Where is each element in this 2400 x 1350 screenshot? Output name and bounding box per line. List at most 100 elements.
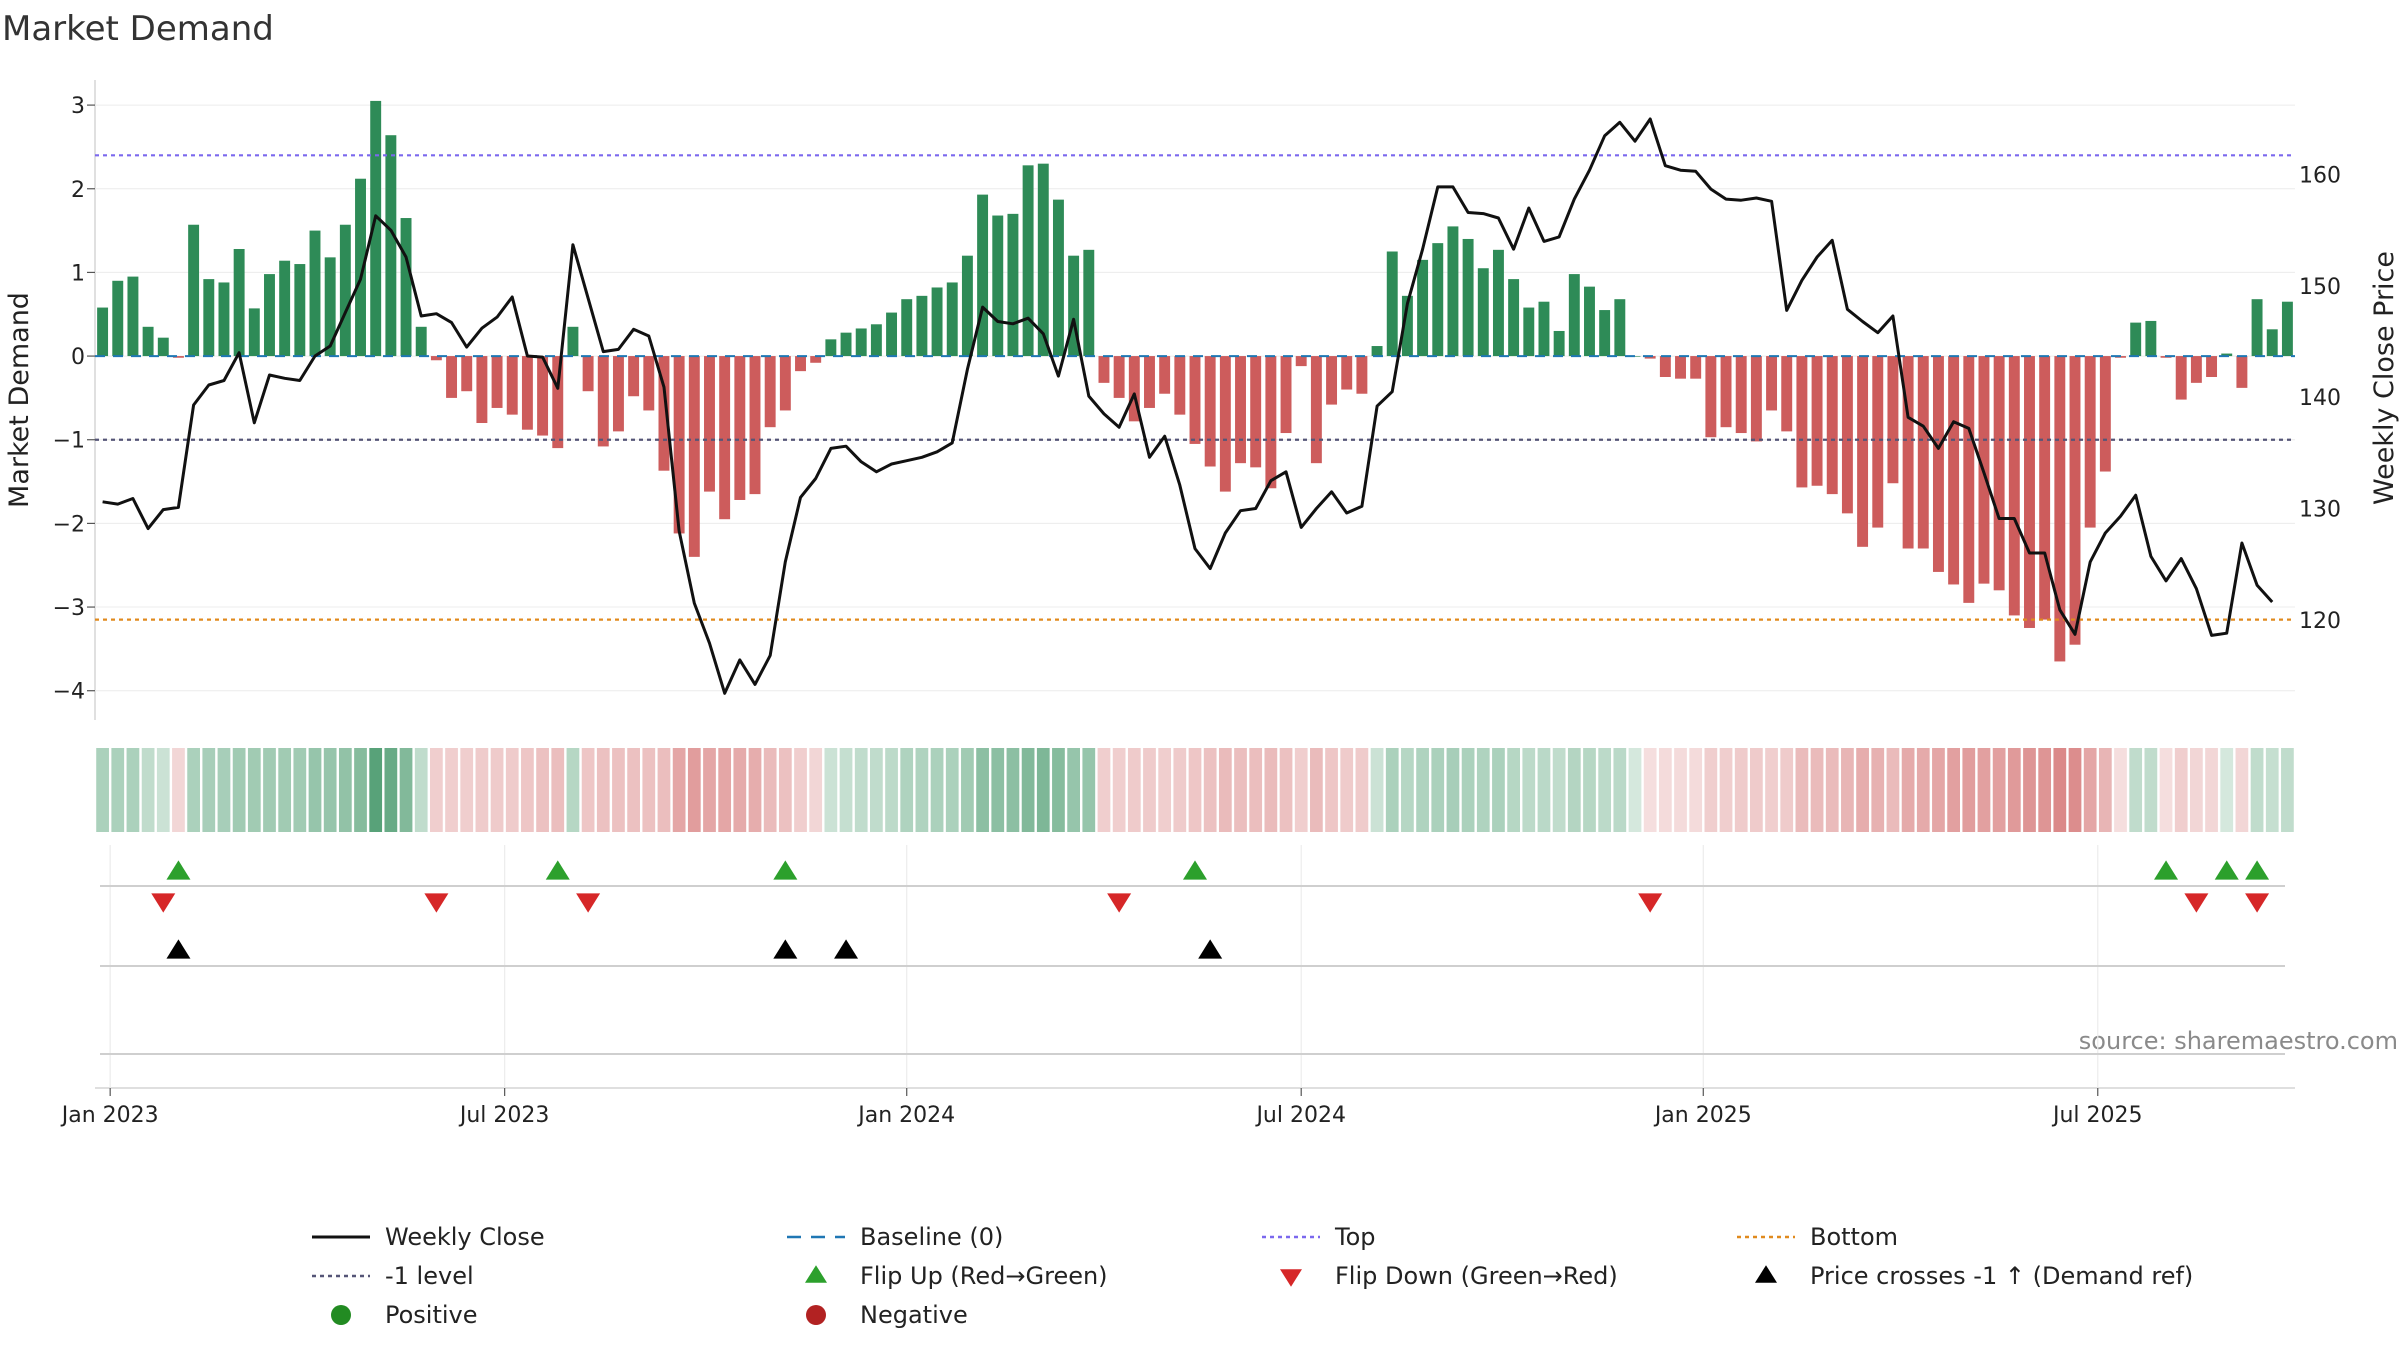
y-tick-label: 3 bbox=[71, 94, 85, 119]
demand-bar bbox=[1022, 165, 1034, 357]
x-tick-label: Jan 2024 bbox=[856, 1103, 955, 1128]
demand-heat-cell bbox=[1583, 748, 1596, 832]
demand-bar bbox=[612, 356, 624, 432]
demand-bar bbox=[2190, 356, 2202, 383]
flip-down-marker bbox=[2245, 893, 2270, 913]
demand-heat-cell bbox=[1674, 748, 1687, 832]
demand-bar bbox=[339, 224, 351, 357]
demand-bar bbox=[2084, 356, 2096, 528]
demand-heat-cell bbox=[839, 748, 853, 832]
demand-heat-cell bbox=[1325, 748, 1338, 832]
demand-bar bbox=[157, 337, 169, 357]
demand-heat-cell bbox=[1977, 748, 1991, 832]
demand-heat-cell bbox=[1112, 748, 1126, 832]
demand-heat-cell bbox=[627, 748, 640, 832]
demand-heat-cell bbox=[1279, 748, 1293, 832]
demand-heat-cell bbox=[1567, 748, 1581, 832]
demand-bar bbox=[233, 248, 245, 357]
demand-heat-cell bbox=[2205, 748, 2218, 832]
x-tick-label: Jul 2025 bbox=[2051, 1103, 2143, 1128]
demand-bar bbox=[946, 282, 958, 357]
demand-bar bbox=[673, 356, 685, 534]
source-note: source: sharemaestro.com bbox=[2079, 1027, 2398, 1055]
demand-bar bbox=[1037, 163, 1049, 357]
demand-heat-cell bbox=[1021, 748, 1035, 832]
demand-heat-cell bbox=[263, 748, 276, 832]
demand-bar bbox=[1644, 356, 1656, 359]
flip-up-marker bbox=[2245, 860, 2270, 880]
demand-bar bbox=[1872, 356, 1884, 528]
demand-bar bbox=[1659, 356, 1671, 377]
demand-bar bbox=[1068, 255, 1080, 357]
demand-heat-cell bbox=[1052, 748, 1065, 832]
demand-heat-cell bbox=[1340, 748, 1354, 832]
demand-bar bbox=[1462, 238, 1474, 357]
demand-heat-cell bbox=[172, 748, 185, 832]
demand-heat-cell bbox=[1765, 748, 1778, 832]
demand-bar bbox=[886, 312, 898, 357]
weekly-close-line bbox=[102, 117, 2274, 695]
y-tick-label: 0 bbox=[71, 345, 85, 370]
demand-bar bbox=[1174, 356, 1186, 415]
demand-heat-cell bbox=[111, 748, 125, 832]
demand-bar bbox=[2251, 299, 2263, 357]
demand-bar bbox=[2221, 353, 2233, 357]
demand-heat-cell bbox=[1082, 748, 1096, 832]
demand-heat-cell bbox=[96, 748, 109, 832]
demand-bar bbox=[1523, 307, 1535, 357]
flip-up-marker bbox=[2154, 860, 2179, 880]
demand-bar bbox=[491, 356, 503, 408]
demand-heat-cell bbox=[384, 748, 398, 832]
demand-heat-cell bbox=[2281, 748, 2294, 832]
demand-heat-cell bbox=[945, 748, 959, 832]
demand-heat-cell bbox=[536, 748, 549, 832]
demand-heat-cell bbox=[414, 748, 428, 832]
demand-heat-cell bbox=[1795, 748, 1809, 832]
demand-heat-cell bbox=[991, 748, 1005, 832]
demand-bar bbox=[1310, 356, 1322, 464]
flip-down-marker bbox=[576, 893, 601, 913]
demand-bar bbox=[1796, 356, 1808, 488]
demand-bar bbox=[1341, 356, 1353, 390]
demand-heat-cell bbox=[2190, 748, 2203, 832]
demand-heat-cell bbox=[733, 748, 747, 832]
y2-tick-label: 160 bbox=[2299, 164, 2341, 189]
demand-heat-cell bbox=[1704, 748, 1718, 832]
demand-heat-cell bbox=[293, 748, 307, 832]
demand-bar bbox=[1841, 356, 1853, 514]
demand-heat-cell bbox=[748, 748, 762, 832]
demand-bar bbox=[734, 356, 746, 500]
demand-heat-cell bbox=[2053, 748, 2067, 832]
demand-bar bbox=[1128, 356, 1140, 422]
demand-heat-cell bbox=[1294, 748, 1308, 832]
demand-heat-cell bbox=[475, 748, 489, 832]
demand-bar bbox=[1159, 356, 1171, 394]
demand-bar bbox=[385, 135, 397, 357]
y2-tick-label: 150 bbox=[2299, 275, 2341, 300]
y-tick-label: −4 bbox=[53, 680, 85, 705]
demand-heat-cell bbox=[1598, 748, 1612, 832]
demand-heat-cell bbox=[1810, 748, 1824, 832]
chart-title: Market Demand bbox=[2, 9, 274, 49]
y-tick-label: 1 bbox=[71, 261, 85, 286]
demand-bar bbox=[203, 279, 215, 357]
demand-heat-cell bbox=[323, 748, 337, 832]
demand-heat-cell bbox=[885, 748, 898, 832]
legend-label: Positive bbox=[385, 1301, 478, 1329]
demand-heat-cell bbox=[1613, 748, 1627, 832]
demand-heat-cell bbox=[961, 748, 974, 832]
demand-heat-cell bbox=[551, 748, 565, 832]
demand-bar bbox=[1204, 356, 1216, 467]
demand-bar bbox=[1417, 259, 1429, 357]
demand-bar bbox=[719, 356, 731, 520]
demand-bar bbox=[188, 224, 200, 357]
demand-bar bbox=[355, 178, 366, 357]
x-tick-label: Jul 2024 bbox=[1254, 1103, 1346, 1128]
demand-bar bbox=[1007, 213, 1019, 357]
demand-heat-cell bbox=[2144, 748, 2158, 832]
legend-label: Weekly Close bbox=[385, 1223, 545, 1251]
demand-heat-cell bbox=[354, 748, 367, 832]
demand-heat-cell bbox=[1097, 748, 1111, 832]
demand-heat-cell bbox=[1856, 748, 1869, 832]
demand-bar bbox=[1963, 356, 1975, 603]
